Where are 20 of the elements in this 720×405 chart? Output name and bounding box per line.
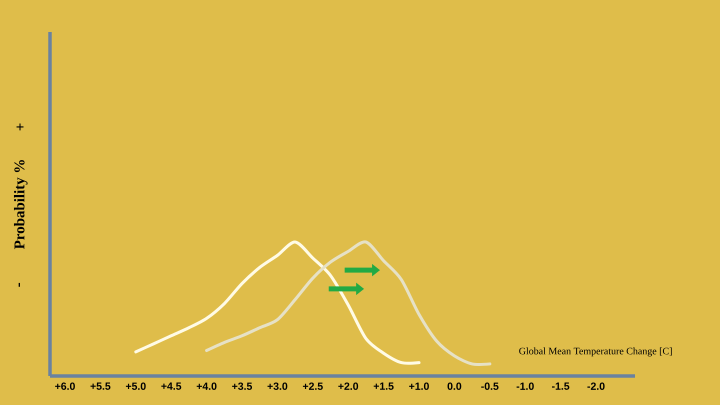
x-tick-label: -1.5	[552, 382, 570, 390]
x-tick-label: -1.0	[516, 382, 534, 390]
x-tick-label: -2.0	[587, 382, 605, 390]
x-tick-label: +3.5	[232, 382, 252, 390]
x-tick-label: -0.5	[481, 382, 499, 390]
x-tick-label: +1.5	[374, 382, 394, 390]
x-tick-label: +1.0	[409, 382, 429, 390]
x-tick-label: +4.5	[161, 382, 182, 390]
x-tick-label: +3.0	[268, 382, 288, 390]
x-tick-label: +4.0	[196, 382, 217, 390]
x-tick-label: +2.0	[338, 382, 358, 390]
y-axis-title: Probability %	[14, 160, 28, 250]
text: +	[16, 123, 24, 130]
x-axis-title: Global Mean Temperature Change [C]	[519, 347, 672, 356]
x-tick-label: +2.5	[302, 382, 323, 390]
x-tick-label: +5.0	[126, 382, 146, 390]
x-tick-label: +6.0	[55, 382, 75, 390]
text: -	[18, 282, 20, 287]
x-tick-label: 0.0	[448, 382, 462, 390]
x-tick-label: +5.5	[90, 382, 110, 390]
